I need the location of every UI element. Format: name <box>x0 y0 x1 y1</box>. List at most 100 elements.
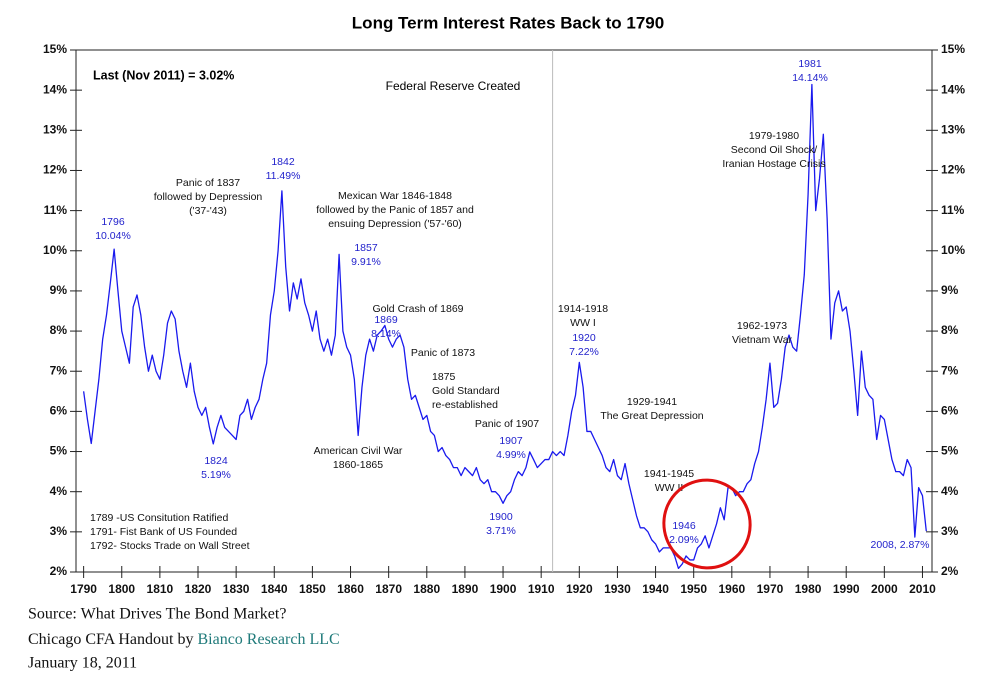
annotation: 4.99% <box>496 449 526 461</box>
x-tick-label: 1820 <box>185 582 212 596</box>
footer-date: January 18, 2011 <box>28 655 137 672</box>
x-tick-label: 1920 <box>566 582 593 596</box>
x-tick-label: 1830 <box>223 582 250 596</box>
y2-tick-label: 7% <box>941 363 959 377</box>
y2-tick-label: 13% <box>941 122 965 136</box>
y2-tick-label: 9% <box>941 283 959 297</box>
y2-tick-label: 5% <box>941 444 959 458</box>
x-tick-label: 1790 <box>70 582 97 596</box>
annotation: 1824 <box>204 455 228 467</box>
annotation: 1929-1941 <box>627 396 677 408</box>
x-tick-label: 1800 <box>108 582 135 596</box>
annotation: Gold Crash of 1869 <box>372 303 463 315</box>
annotation: 11.49% <box>266 170 301 182</box>
y-tick-label: 11% <box>44 203 68 217</box>
x-tick-label: 1940 <box>642 582 669 596</box>
annotation: Gold Standard <box>432 385 500 397</box>
annotation: The Great Depression <box>600 410 703 422</box>
annotation: Mexican War 1846-1848 <box>338 190 452 202</box>
annotation: 1941-1945 <box>644 468 694 480</box>
x-tick-label: 2000 <box>871 582 898 596</box>
x-tick-label: 1810 <box>147 582 174 596</box>
annotation: Vietnam War <box>732 334 793 346</box>
annotation: 1875 <box>432 371 456 383</box>
footer-source: Source: What Drives The Bond Market? <box>28 606 286 623</box>
annotation: 1789 -US Consitution Ratified <box>90 512 228 524</box>
x-tick-label: 1980 <box>795 582 822 596</box>
annotation: 1792- Stocks Trade on Wall Street <box>90 540 250 552</box>
y2-tick-label: 8% <box>941 323 959 337</box>
annotation: 5.19% <box>201 469 231 481</box>
x-tick-label: 1960 <box>718 582 745 596</box>
annotation: 1920 <box>572 332 596 344</box>
y2-tick-label: 12% <box>941 163 965 177</box>
y-tick-label: 7% <box>50 363 68 377</box>
footer-handout-text: Chicago CFA Handout by <box>28 631 197 648</box>
annotation: Panic of 1907 <box>475 418 539 430</box>
y-tick-label: 3% <box>50 524 68 538</box>
y2-tick-label: 6% <box>941 404 959 418</box>
chart-title: Long Term Interest Rates Back to 1790 <box>352 13 664 32</box>
annotation: 2008, 2.87% <box>871 539 930 551</box>
annotation: 1946 <box>672 520 696 532</box>
rate-line <box>82 83 927 570</box>
last-note: Last (Nov 2011) = 3.02% <box>93 68 234 82</box>
x-tick-label: 1890 <box>452 582 479 596</box>
annotation: 7.22% <box>569 346 599 358</box>
footer-handout: Chicago CFA Handout by Bianco Research L… <box>28 631 340 648</box>
y-tick-label: 8% <box>50 323 68 337</box>
annotation: followed by the Panic of 1857 and <box>316 204 474 216</box>
annotation: American Civil War <box>314 445 403 457</box>
x-tick-label: 1860 <box>337 582 364 596</box>
x-tick-label: 1900 <box>490 582 517 596</box>
x-tick-label: 1840 <box>261 582 288 596</box>
annotation: 1900 <box>489 511 513 523</box>
annotation: 1842 <box>271 156 295 168</box>
y2-tick-label: 14% <box>941 82 965 96</box>
annotation: 9.91% <box>351 256 381 268</box>
annotation: Iranian Hostage Crisis <box>722 158 825 170</box>
x-tick-label: 2010 <box>909 582 936 596</box>
y2-tick-label: 2% <box>941 564 959 578</box>
x-tick-label: 1880 <box>413 582 440 596</box>
y-tick-label: 14% <box>43 82 67 96</box>
annotation: 2.09% <box>669 534 699 546</box>
x-tick-label: 1850 <box>299 582 326 596</box>
annotation: ensuing Depression ('57-'60) <box>328 218 462 230</box>
annotation: 1857 <box>354 242 378 254</box>
annotation: followed by Depression <box>154 191 263 203</box>
y2-tick-label: 3% <box>941 524 959 538</box>
annotation: ('37-'43) <box>189 205 227 217</box>
annotation: 1791- Fist Bank of US Founded <box>90 526 237 538</box>
reference-label: Federal Reserve Created <box>386 79 521 93</box>
annotation: 8.14% <box>371 328 401 340</box>
annotation: 1869 <box>374 314 398 326</box>
annotation: 1860-1865 <box>333 459 383 471</box>
y2-tick-label: 15% <box>941 42 965 56</box>
annotation: re-established <box>432 399 498 411</box>
annotation: Panic of 1837 <box>176 177 240 189</box>
annotation: 3.71% <box>486 525 516 537</box>
y2-tick-label: 4% <box>941 484 959 498</box>
x-tick-label: 1930 <box>604 582 631 596</box>
y-tick-label: 9% <box>50 283 68 297</box>
annotation: 1796 <box>101 216 125 228</box>
annotation: WW I <box>570 317 596 329</box>
footer-firm: Bianco Research LLC <box>197 631 339 648</box>
x-tick-label: 1950 <box>680 582 707 596</box>
y-tick-label: 15% <box>43 42 67 56</box>
annotation: 1979-1980 <box>749 130 799 142</box>
annotation: 1981 <box>798 58 822 70</box>
y-tick-label: 12% <box>43 163 67 177</box>
plot-frame <box>75 49 933 573</box>
highlight-circle <box>662 478 752 570</box>
annotation: 14.14% <box>792 72 828 84</box>
annotation: Second Oil Shock/ <box>731 144 817 156</box>
x-tick-label: 1970 <box>757 582 784 596</box>
y-tick-label: 2% <box>50 564 68 578</box>
annotation: 1907 <box>499 435 523 447</box>
x-tick-label: 1870 <box>375 582 402 596</box>
annotation: 1914-1918 <box>558 303 608 315</box>
y2-tick-label: 10% <box>941 243 965 257</box>
